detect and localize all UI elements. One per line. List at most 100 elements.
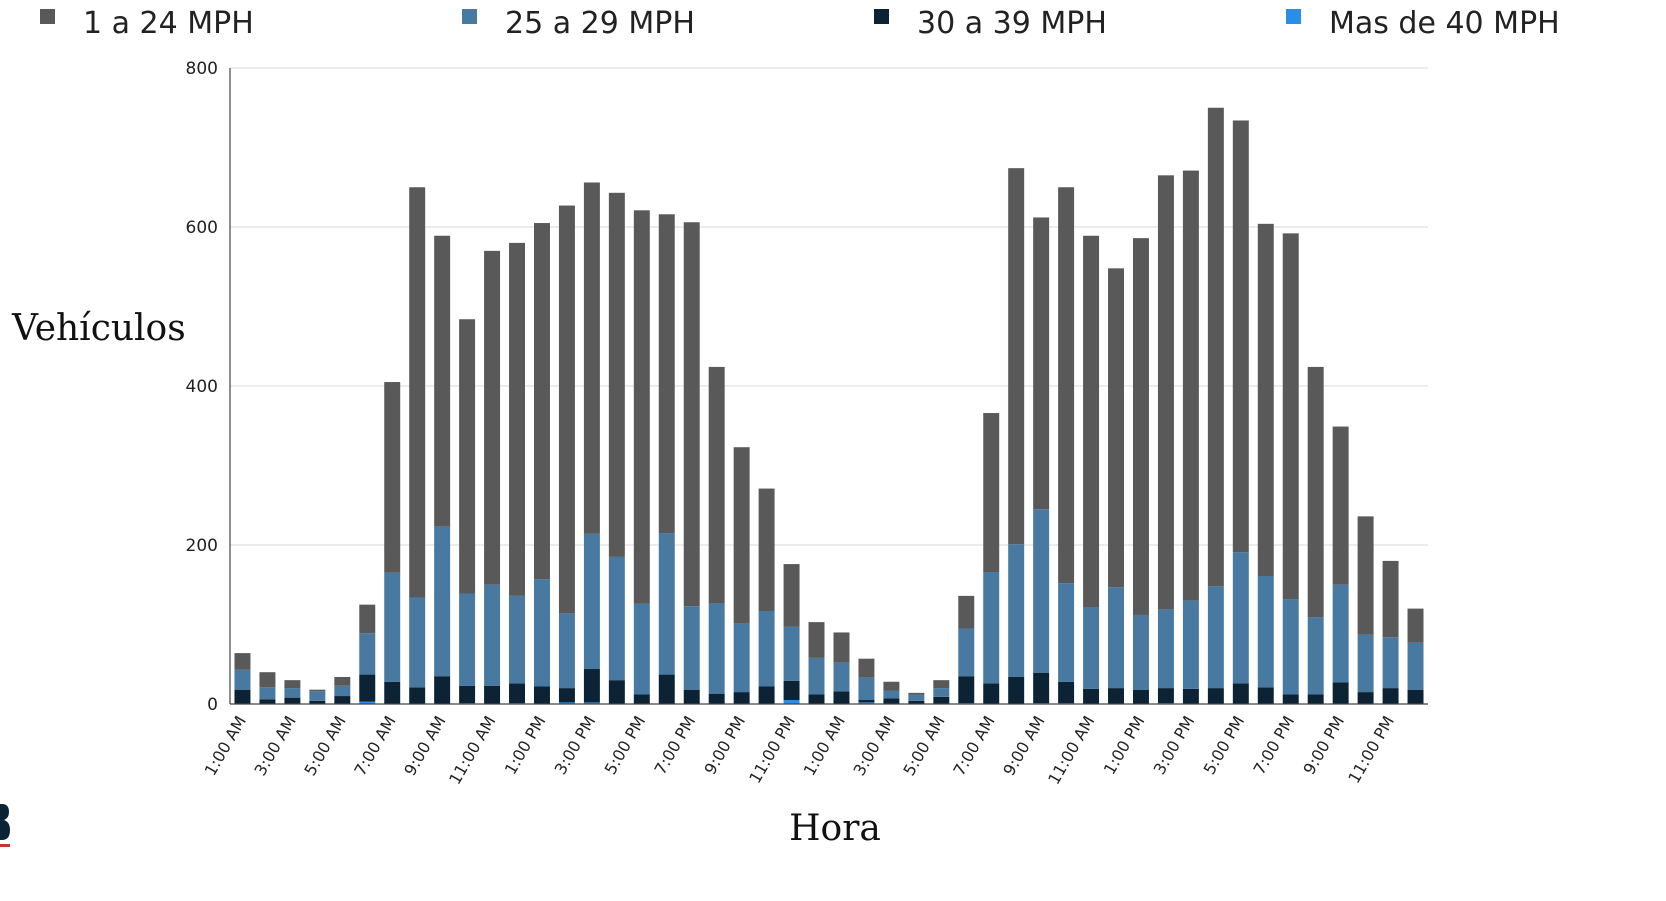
bar-segment	[1407, 608, 1424, 643]
bar-segment	[1083, 235, 1100, 608]
bar-segment	[1382, 637, 1399, 689]
bar-segment	[758, 488, 775, 611]
bar-segment	[683, 689, 700, 704]
bar-segment	[983, 413, 1000, 573]
bar-segment	[858, 700, 875, 703]
bar-segment	[1108, 268, 1124, 588]
legend-label: 30 a 39 MPH	[917, 6, 1107, 41]
x-tick-label: 1:00 AM	[201, 713, 250, 779]
y-axis-title: Vehículos	[11, 308, 186, 349]
bar-segment	[284, 680, 301, 689]
bar-segment	[1108, 587, 1124, 689]
bar-segment	[908, 694, 925, 701]
bar-segment	[434, 526, 451, 677]
y-tick-label: 800	[186, 59, 218, 79]
bar-segment	[783, 680, 800, 701]
bar-segment	[883, 690, 900, 699]
bar-segment	[958, 676, 975, 704]
y-tick-label: 200	[186, 536, 218, 556]
legend-swatch	[462, 9, 477, 24]
bar-segment	[1282, 694, 1299, 704]
bar-segment	[958, 595, 975, 629]
x-tick-label: 11:00 PM	[1344, 713, 1398, 787]
bar-segment	[459, 319, 476, 594]
bar-segment	[1182, 600, 1199, 689]
bar-segment	[1207, 586, 1224, 689]
bar-segment	[409, 687, 426, 704]
bar-segment	[1033, 217, 1050, 510]
bar-segment	[459, 685, 476, 704]
bar-segment	[833, 632, 850, 663]
bar-segment	[334, 685, 351, 697]
bar-segment	[1357, 692, 1374, 704]
bar-segment	[259, 687, 276, 700]
bar-segment	[858, 658, 875, 678]
bar-segment	[359, 674, 376, 702]
x-tick-label: 7:00 PM	[651, 713, 700, 778]
x-tick-label: 3:00 AM	[251, 713, 300, 779]
bar-segment	[1232, 683, 1249, 704]
bar-segment	[509, 242, 525, 596]
bars	[234, 107, 1424, 704]
bar-segment	[733, 447, 750, 624]
gridlines	[230, 67, 1428, 546]
x-tick-label: 5:00 PM	[1200, 713, 1249, 778]
y-axis-ticks: 0 200 400 600 800	[186, 59, 218, 715]
bar-segment	[484, 584, 501, 686]
legend-swatch	[1286, 9, 1301, 24]
bar-segment	[558, 613, 575, 689]
bar-segment	[708, 366, 725, 604]
bar-segment	[1058, 187, 1075, 584]
bar-segment	[533, 686, 550, 704]
bar-segment	[334, 696, 351, 704]
bar-segment	[733, 623, 750, 693]
bar-segment	[1182, 170, 1199, 601]
bar-segment	[409, 597, 426, 688]
x-tick-label: 9:00 AM	[999, 713, 1048, 779]
bar-segment	[359, 633, 376, 675]
bar-segment	[1157, 175, 1174, 610]
bar-segment	[1008, 676, 1025, 704]
bar-segment	[1282, 599, 1299, 695]
bar-segment	[658, 533, 675, 675]
x-tick-label: 9:00 AM	[400, 713, 449, 779]
bar-segment	[533, 223, 550, 580]
bar-segment	[1008, 168, 1025, 545]
bar-segment	[1307, 694, 1324, 704]
bar-segment	[259, 699, 276, 704]
bar-segment	[1407, 642, 1424, 690]
bar-segment	[1232, 552, 1249, 684]
bar-segment	[284, 688, 301, 698]
bar-segment	[359, 701, 376, 704]
bar-segment	[658, 674, 675, 704]
bar-segment	[608, 556, 625, 681]
bar-segment	[583, 182, 600, 534]
bar-segment	[434, 235, 451, 527]
bar-segment	[459, 593, 476, 686]
y-tick-label: 600	[186, 218, 218, 238]
bar-segment	[608, 192, 625, 557]
bar-segment	[284, 697, 301, 704]
bar-segment	[1058, 583, 1075, 682]
x-tick-label: 9:00 PM	[700, 713, 749, 778]
x-tick-label: 11:00 AM	[1044, 713, 1098, 788]
bar-segment	[933, 680, 950, 689]
bar-segment	[1282, 233, 1299, 600]
bar-segment	[1257, 576, 1274, 688]
x-tick-label: 1:00 PM	[501, 713, 550, 778]
x-tick-label: 9:00 PM	[1299, 713, 1348, 778]
bar-segment	[1132, 689, 1149, 704]
bar-segment	[583, 669, 600, 703]
bar-segment	[1332, 426, 1349, 585]
bar-segment	[484, 250, 501, 585]
bar-segment	[1008, 544, 1025, 677]
bar-segment	[1182, 688, 1199, 704]
bar-segment	[758, 686, 775, 704]
bar-segment	[234, 653, 251, 670]
bar-segment	[384, 382, 401, 573]
y-tick-label: 0	[207, 695, 218, 715]
bar-segment	[783, 564, 800, 627]
x-tick-label: 5:00 PM	[601, 713, 650, 778]
